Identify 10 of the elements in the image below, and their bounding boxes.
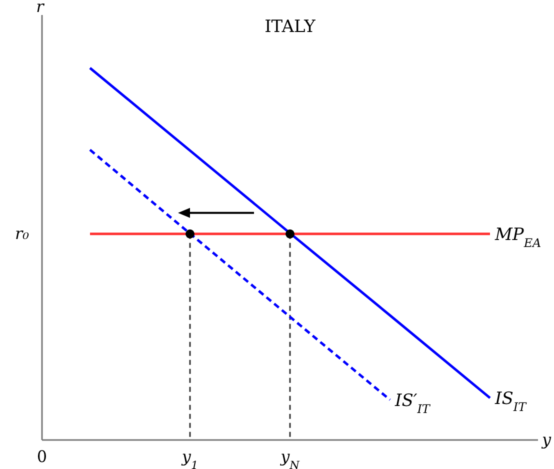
series-label: IS′$_{IT}$ [394,390,431,416]
x-axis-title: y [541,430,552,449]
x-tick-label: y$_{N}$ [280,447,301,469]
series-label: MP$_{EA}$ [494,224,542,250]
y-axis-title: r [36,0,46,16]
text: r₀ [14,224,30,243]
chart-title: ITALY [264,17,316,37]
x-tick-label: y$_{1}$ [180,447,198,469]
text: 0 [36,447,48,466]
series-label: IS$_{IT}$ [494,388,528,414]
